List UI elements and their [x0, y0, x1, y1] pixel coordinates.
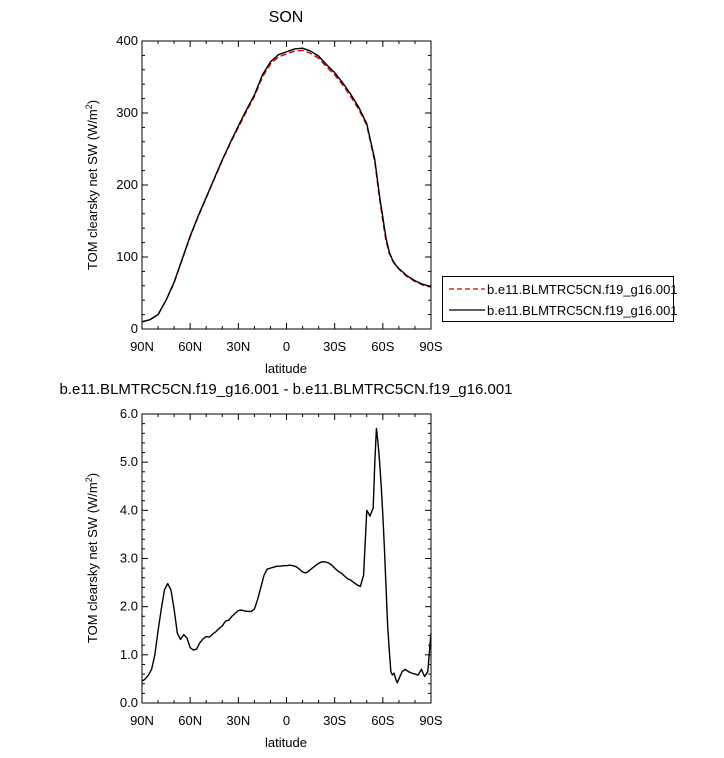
top-x-tick-label: 30N [226, 339, 250, 354]
top-x-tick-label: 90N [130, 339, 154, 354]
top-y-tick-label: 300 [116, 105, 138, 120]
bottom-x-tick-label: 90N [130, 713, 154, 728]
bottom-panel: b.e11.BLMTRC5CN.f19_g16.001 - b.e11.BLMT… [59, 381, 512, 750]
legend-label-solid: b.e11.BLMTRC5CN.f19_g16.001 [487, 302, 678, 318]
bottom-x-tick-label: 90S [419, 713, 442, 728]
top-series-lines [141, 47, 432, 323]
top-x-tick-label: 30S [323, 339, 346, 354]
top-y-tick-label: 0 [131, 321, 138, 336]
top-x-tick-label: 0 [283, 339, 290, 354]
bottom-series-lines [141, 427, 432, 684]
top-series-line-dashed [141, 49, 432, 323]
top-title: SON [269, 9, 304, 26]
bottom-y-tick-label: 4.0 [120, 502, 138, 517]
legend-label-dashed: b.e11.BLMTRC5CN.f19_g16.001 [487, 281, 678, 297]
top-x-ticks: 90N 60N 30N 0 30S 60S 90S [130, 41, 443, 354]
legend-entry-dashed: b.e11.BLMTRC5CN.f19_g16.001 [449, 280, 678, 298]
top-series-line-solid [141, 47, 432, 323]
bottom-x-ticks: 90N 60N 30N 0 30S 60S 90S [130, 414, 443, 728]
legend-swatch-dashed [449, 288, 485, 290]
bottom-y-tick-label: 0.0 [120, 695, 138, 710]
bottom-y-tick-label: 3.0 [120, 551, 138, 566]
bottom-plot-frame [141, 413, 432, 704]
legend-entry-solid: b.e11.BLMTRC5CN.f19_g16.001 [449, 301, 678, 319]
top-y-tick-label: 200 [116, 177, 138, 192]
top-y-tick-label: 100 [116, 249, 138, 264]
top-x-tick-label: 90S [419, 339, 442, 354]
legend-swatch-solid [449, 309, 485, 311]
bottom-x-tick-label: 60S [371, 713, 394, 728]
bottom-x-tick-label: 60N [178, 713, 202, 728]
bottom-title: b.e11.BLMTRC5CN.f19_g16.001 - b.e11.BLMT… [59, 381, 512, 398]
top-x-axis-label: latitude [265, 361, 307, 376]
top-y-ticks: 0 100 200 300 400 [116, 33, 431, 336]
bottom-x-axis-label: latitude [265, 735, 307, 750]
bottom-series-line-solid [141, 427, 432, 684]
top-legend: b.e11.BLMTRC5CN.f19_g16.001 b.e11.BLMTRC… [442, 276, 678, 322]
bottom-x-tick-label: 0 [283, 713, 290, 728]
top-y-tick-label: 400 [116, 33, 138, 48]
bottom-y-tick-label: 1.0 [120, 647, 138, 662]
bottom-y-ticks: 0.0 1.0 2.0 3.0 4.0 5.0 6.0 [120, 406, 431, 710]
top-plot-frame [141, 40, 432, 330]
top-x-tick-label: 60N [178, 339, 202, 354]
top-y-axis-label: TOM clearsky net SW (W/m2) [84, 100, 100, 270]
bottom-x-tick-label: 30N [226, 713, 250, 728]
bottom-x-tick-label: 30S [323, 713, 346, 728]
bottom-y-tick-label: 5.0 [120, 454, 138, 469]
bottom-y-tick-label: 2.0 [120, 599, 138, 614]
bottom-y-axis-label: TOM clearsky net SW (W/m2) [84, 473, 100, 643]
top-panel: SON 0 100 200 300 400 90N 60N 30N 0 30S 60S 90S la… [84, 9, 443, 376]
top-x-tick-label: 60S [371, 339, 394, 354]
bottom-y-tick-label: 6.0 [120, 406, 138, 421]
